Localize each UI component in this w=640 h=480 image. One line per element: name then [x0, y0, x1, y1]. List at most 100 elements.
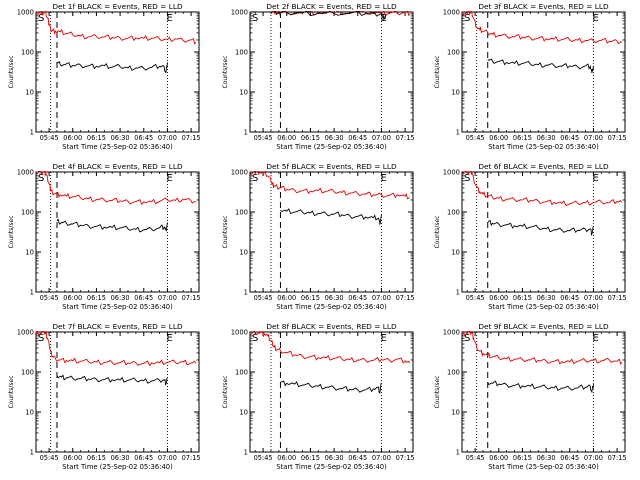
events-series-line	[56, 218, 168, 233]
y-tick-label: 10	[239, 249, 248, 257]
plot-frame	[461, 11, 626, 133]
series-group	[36, 171, 196, 233]
x-tick-label: 06:30	[325, 294, 344, 302]
lld-series-line	[462, 171, 623, 207]
marker-s: S	[464, 13, 470, 24]
y-tick-label: 10	[451, 249, 460, 257]
y-axis-label: Counts/sec	[222, 375, 229, 408]
marker-e: E	[592, 333, 598, 344]
x-tick-label: 05:45	[40, 134, 59, 142]
x-tick-label: 05:45	[40, 294, 59, 302]
series-group	[462, 11, 622, 73]
y-tick-label: 1	[30, 449, 34, 457]
lld-series-line	[462, 331, 623, 366]
y-tick-label: 100	[447, 49, 460, 57]
y-tick-label: 100	[447, 209, 460, 217]
x-tick-label: 06:30	[325, 134, 344, 142]
plot-frame	[461, 331, 626, 453]
y-tick-label: 10	[451, 89, 460, 97]
marker-e: E	[166, 333, 172, 344]
y-tick-label: 1000	[231, 9, 248, 17]
panel-det-4: Det 4f BLACK = Events, RED = LLD Counts/s…	[8, 162, 201, 311]
marker-e: E	[380, 173, 386, 184]
x-tick-label: 06:15	[87, 454, 106, 462]
x-axis-label: Start Time (25-Sep-02 05:36:40)	[62, 143, 173, 151]
x-tick-label: 05:45	[254, 454, 273, 462]
y-tick-label: 100	[21, 49, 34, 57]
x-tick-label: 07:00	[584, 454, 603, 462]
x-tick-label: 06:15	[301, 454, 320, 462]
panel-det-9: Det 9f BLACK = Events, RED = LLD Counts/s…	[434, 322, 627, 471]
lld-series-line	[36, 171, 196, 205]
y-tick-label: 1	[456, 289, 460, 297]
y-tick-label: 1	[30, 129, 34, 137]
y-tick-label: 10	[25, 409, 34, 417]
x-tick-label: 06:00	[277, 294, 296, 302]
y-tick-label: 100	[447, 369, 460, 377]
y-tick-label: 1000	[443, 329, 460, 337]
panel-title: Det 2f BLACK = Events, RED = LLD	[266, 2, 397, 11]
events-series-line	[56, 374, 168, 386]
x-axis-label: Start Time (25-Sep-02 05:36:40)	[488, 463, 599, 471]
x-tick-label: 06:45	[560, 134, 579, 142]
marker-e: E	[592, 13, 598, 24]
y-tick-label: 100	[21, 209, 34, 217]
x-tick-label: 06:00	[489, 294, 508, 302]
series-group	[250, 331, 411, 394]
y-axis-label: Counts/sec	[222, 215, 229, 248]
panel-det-8: Det 8f BLACK = Events, RED = LLD Counts/s…	[222, 322, 415, 471]
lld-series-line	[250, 331, 411, 364]
marker-e: E	[592, 173, 598, 184]
x-tick-label: 06:30	[111, 454, 130, 462]
x-tick-label: 07:00	[158, 134, 177, 142]
x-tick-label: 06:15	[301, 294, 320, 302]
plot-frame	[249, 171, 414, 293]
marker-e: E	[166, 13, 172, 24]
y-tick-label: 1000	[17, 169, 34, 177]
panel-title: Det 6f BLACK = Events, RED = LLD	[478, 162, 609, 171]
x-tick-label: 07:15	[396, 134, 415, 142]
y-tick-label: 1000	[17, 9, 34, 17]
x-axis-label: Start Time (25-Sep-02 05:36:40)	[276, 463, 387, 471]
marker-s: S	[38, 173, 44, 184]
series-group	[36, 331, 197, 386]
y-tick-label: 1	[244, 289, 248, 297]
x-tick-label: 07:15	[182, 134, 201, 142]
series-group	[250, 171, 411, 226]
x-tick-label: 07:15	[182, 454, 201, 462]
x-tick-label: 05:45	[40, 454, 59, 462]
x-axis-label: Start Time (25-Sep-02 05:36:40)	[62, 303, 173, 311]
x-tick-label: 07:15	[608, 454, 627, 462]
y-tick-label: 10	[451, 409, 460, 417]
lld-series-line	[250, 171, 411, 200]
series-group	[462, 331, 623, 394]
y-tick-label: 1	[244, 129, 248, 137]
marker-s: S	[464, 173, 470, 184]
y-tick-label: 1000	[17, 329, 34, 337]
x-tick-label: 05:45	[466, 454, 485, 462]
y-tick-label: 1	[244, 449, 248, 457]
events-series-line	[56, 61, 168, 74]
marker-s: S	[464, 333, 470, 344]
y-tick-label: 10	[239, 89, 248, 97]
x-tick-label: 07:15	[396, 294, 415, 302]
x-tick-label: 06:45	[560, 454, 579, 462]
x-tick-label: 06:45	[348, 294, 367, 302]
x-tick-label: 06:00	[489, 454, 508, 462]
marker-e: E	[166, 173, 172, 184]
panel-det-2: Det 2f BLACK = Events, RED = LLD Counts/s…	[222, 2, 415, 151]
x-tick-label: 06:30	[537, 294, 556, 302]
x-tick-label: 05:45	[466, 134, 485, 142]
marker-e: E	[380, 333, 386, 344]
panel-title: Det 8f BLACK = Events, RED = LLD	[266, 322, 397, 331]
y-tick-label: 100	[235, 209, 248, 217]
panel-det-6: Det 6f BLACK = Events, RED = LLD Counts/s…	[434, 162, 627, 311]
x-axis-label: Start Time (25-Sep-02 05:36:40)	[62, 463, 173, 471]
y-tick-label: 10	[25, 89, 34, 97]
x-tick-label: 06:45	[134, 134, 153, 142]
panel-det-1: Det 1f BLACK = Events, RED = LLD Counts/s…	[8, 2, 201, 151]
marker-s: S	[252, 173, 258, 184]
x-tick-label: 06:30	[111, 134, 130, 142]
plot-frame	[461, 171, 626, 293]
y-axis-label: Counts/sec	[434, 375, 441, 408]
